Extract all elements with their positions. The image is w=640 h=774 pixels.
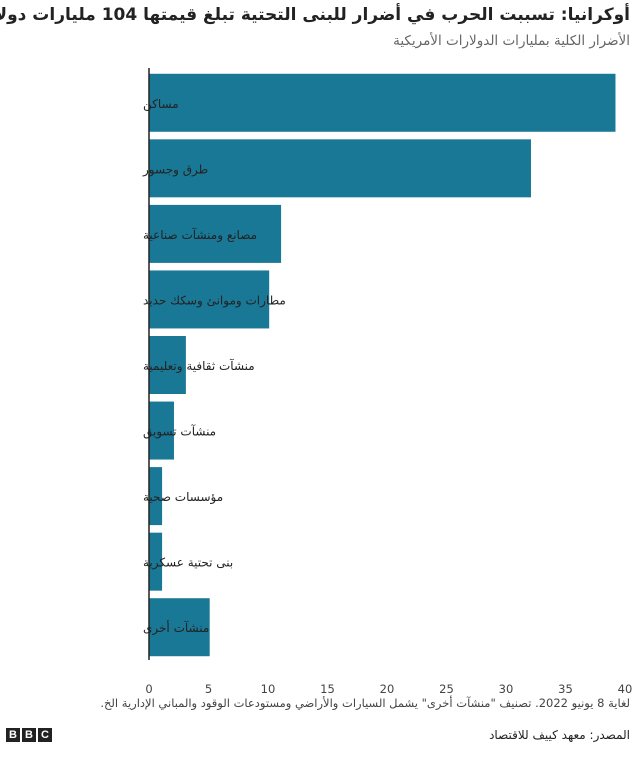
x-tick-label-1: 5 bbox=[205, 682, 212, 696]
x-tick-label-0: 0 bbox=[145, 682, 152, 696]
x-tick-label-3: 15 bbox=[320, 682, 335, 696]
x-tick-label-4: 20 bbox=[380, 682, 395, 696]
bar-3 bbox=[149, 270, 270, 329]
bar-2 bbox=[149, 204, 282, 263]
x-tick-label-6: 30 bbox=[499, 682, 514, 696]
bbc-logo-letter-c: C bbox=[38, 728, 52, 742]
category-label-4: منشآت ثقافية وتعليمية bbox=[143, 358, 255, 374]
x-tick-label-2: 10 bbox=[261, 682, 276, 696]
category-label-6: مؤسسات صحية bbox=[143, 490, 223, 505]
x-tick-label-8: 40 bbox=[618, 682, 633, 696]
bar-7 bbox=[149, 532, 163, 591]
x-tick-label-5: 25 bbox=[439, 682, 454, 696]
bar-chart: مساكن طرق وجسور مصانع ومنشآت صناعية مطارات … bbox=[142, 68, 633, 696]
x-tick-label-7: 35 bbox=[558, 682, 573, 696]
bar-6 bbox=[149, 467, 163, 526]
chart-title: أوكرانيا: تسببت الحرب في أضرار للبنى الت… bbox=[0, 5, 630, 25]
category-label-0: مساكن bbox=[143, 97, 179, 112]
chart-subtitle: الأضرار الكلية بمليارات الدولارات الأمري… bbox=[393, 33, 630, 49]
category-label-7: بنى تحتية عسكرية bbox=[143, 556, 233, 571]
bbc-logo-letter-b2: B bbox=[22, 728, 36, 742]
bar-4 bbox=[149, 336, 186, 394]
source-note: المصدر: معهد كييف للاقتصاد bbox=[489, 728, 630, 742]
category-label-1: طرق وجسور bbox=[142, 162, 208, 177]
bar-5 bbox=[149, 401, 174, 460]
bbc-logo: B B C bbox=[6, 728, 52, 742]
bar-1 bbox=[149, 139, 531, 198]
bar-0 bbox=[149, 73, 616, 132]
category-label-5: منشآت تسويق bbox=[143, 424, 216, 440]
footnote: لغاية 8 يونيو 2022. تصنيف "منشآت أخرى" ي… bbox=[100, 696, 630, 710]
category-label-3: مطارات وموانئ وسكك حديد bbox=[143, 293, 286, 308]
bar-8 bbox=[149, 598, 210, 657]
category-label-8: منشآت أخرى bbox=[143, 620, 209, 636]
category-label-2: مصانع ومنشآت صناعية bbox=[143, 227, 257, 243]
bbc-logo-letter-b1: B bbox=[6, 728, 20, 742]
